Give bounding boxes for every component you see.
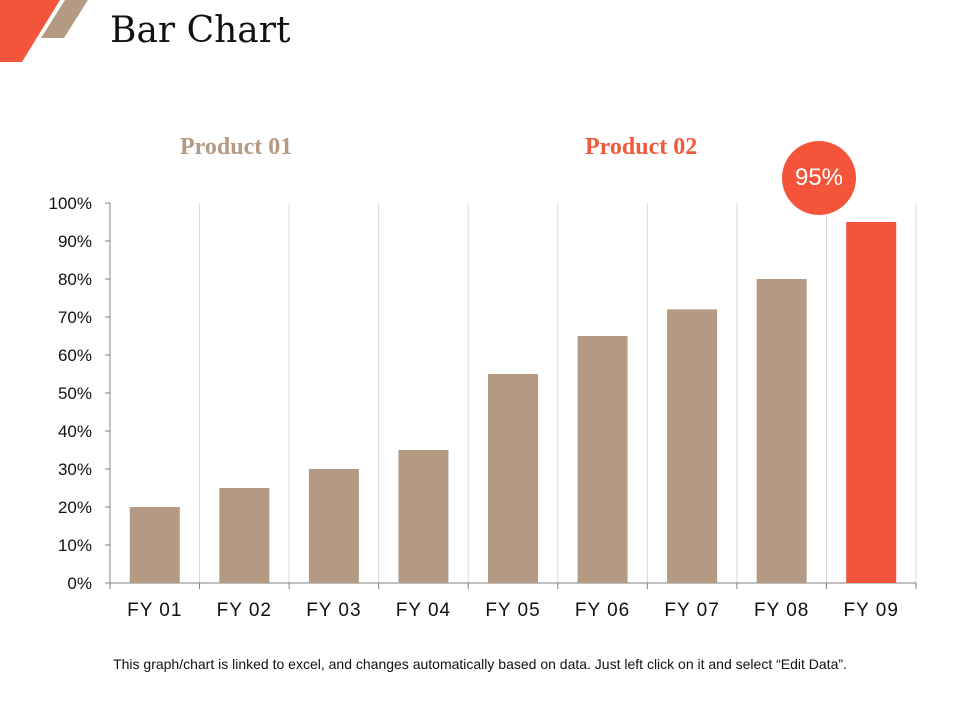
x-tick-label: FY 09	[844, 600, 899, 621]
bar-fy-02[interactable]	[219, 488, 270, 583]
bar-fy-09[interactable]	[846, 222, 897, 583]
x-tick-label: FY 01	[127, 600, 182, 621]
y-tick-label: 40%	[58, 422, 92, 441]
bar-fy-05[interactable]	[488, 374, 538, 583]
bar-fy-06[interactable]	[577, 336, 628, 583]
y-tick-label: 10%	[58, 536, 92, 555]
bar-fy-03[interactable]	[308, 469, 359, 583]
corner-stripes-icon	[0, 0, 88, 62]
x-tick-label: FY 08	[754, 600, 809, 621]
y-tick-label: 80%	[58, 270, 92, 289]
x-tick-label: FY 02	[217, 600, 272, 621]
x-tick-label: FY 03	[306, 600, 361, 621]
legend-product-02: Product 02	[585, 134, 698, 160]
bar-fy-08[interactable]	[756, 279, 807, 583]
x-tick-label: FY 04	[396, 600, 451, 621]
legend-product-01: Product 01	[180, 134, 293, 160]
x-tick-label: FY 07	[664, 600, 719, 621]
callout-badge: 95%	[782, 141, 856, 215]
y-tick-label: 30%	[58, 460, 92, 479]
y-tick-label: 0%	[67, 574, 92, 593]
bar-fy-01[interactable]	[129, 507, 180, 583]
y-tick-label: 100%	[49, 194, 92, 213]
footnote: This graph/chart is linked to excel, and…	[113, 656, 847, 672]
y-tick-label: 60%	[58, 346, 92, 365]
y-tick-label: 50%	[58, 384, 92, 403]
x-tick-label: FY 06	[575, 600, 630, 621]
bar-fy-04[interactable]	[398, 450, 449, 583]
y-tick-label: 70%	[58, 308, 92, 327]
page-title: Bar Chart	[110, 10, 291, 51]
y-tick-label: 90%	[58, 232, 92, 251]
y-tick-label: 20%	[58, 498, 92, 517]
x-tick-label: FY 05	[485, 600, 540, 621]
bar-fy-07[interactable]	[667, 309, 718, 583]
